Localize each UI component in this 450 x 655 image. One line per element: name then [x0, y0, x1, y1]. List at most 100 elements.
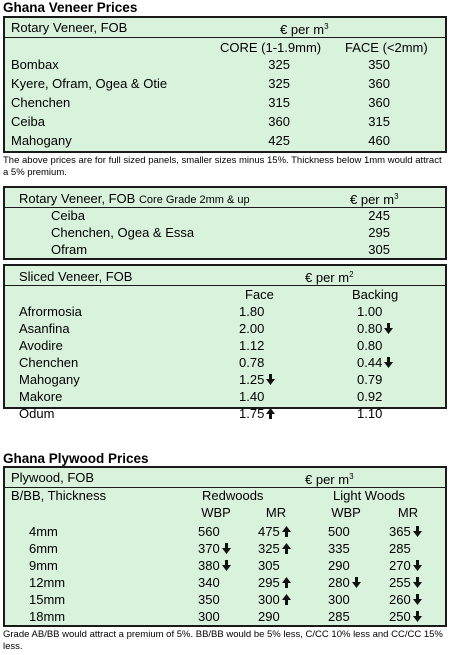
species-name: Chenchen: [11, 95, 71, 110]
species-name: Chenchen, Ogea & Essa: [51, 225, 195, 240]
face-price: 460: [368, 133, 390, 148]
face-price: 350: [368, 57, 390, 72]
face-price: 360: [368, 95, 390, 110]
price-value: 245: [368, 208, 390, 223]
lightwoods-mr-price: 365: [389, 524, 422, 540]
backing-column-header: Backing: [352, 287, 399, 302]
core-column-header: CORE (1-1.9mm): [220, 40, 322, 55]
thickness-label: 12mm: [29, 575, 66, 590]
redwoods-mr-price: 475: [258, 524, 291, 540]
plywood-footnote: Grade AB/BB would attract a premium of 5…: [3, 629, 443, 652]
unit-label: € per m3: [350, 192, 399, 207]
species-name: Kyere, Ofram, Ogea & Otie: [11, 76, 168, 91]
face-price: 360: [368, 76, 390, 91]
rotary-veneer-label: Rotary Veneer, FOB: [11, 20, 128, 35]
plywood-section-title: Ghana Plywood Prices: [3, 451, 149, 466]
lightwoods-wbp-price: 300: [328, 592, 350, 607]
lightwoods-mr-price: 255: [389, 575, 422, 591]
species-name: Ceiba: [51, 208, 85, 223]
face-column-header: FACE (<2mm): [345, 40, 428, 55]
lightwoods-wbp-price: 290: [328, 558, 350, 573]
table-header-divider: [5, 487, 445, 488]
lightwoods-header: Light Woods: [333, 488, 406, 503]
species-name: Odum: [19, 406, 55, 421]
face-price: 2.00: [239, 321, 265, 336]
mr-column-header: MR: [265, 505, 287, 520]
core-price: 325: [268, 57, 290, 72]
backing-price: 1.10: [357, 406, 383, 421]
arrow-down-icon: [412, 611, 422, 622]
arrow-up-icon: [281, 526, 291, 537]
species-name: Ceiba: [11, 114, 45, 129]
arrow-up-icon: [281, 594, 291, 605]
wbp-column-header: WBP: [201, 505, 231, 520]
face-price: 315: [368, 114, 390, 129]
core-grade-table: Rotary Veneer, FOB Core Grade 2mm & up €…: [3, 186, 447, 260]
redwoods-wbp-price: 370: [198, 541, 231, 557]
lightwoods-mr-price: 250: [389, 609, 422, 625]
core-price: 360: [268, 114, 290, 129]
price-value: 295: [368, 225, 390, 240]
face-column-header: Face: [245, 287, 274, 302]
thickness-label: 9mm: [29, 558, 58, 573]
lightwoods-wbp-price: 335: [328, 541, 350, 556]
price-value: 305: [368, 242, 390, 257]
arrow-down-icon: [412, 594, 422, 605]
core-grade-label: Rotary Veneer, FOB Core Grade 2mm & up: [19, 191, 250, 206]
arrow-down-icon: [221, 543, 231, 554]
redwoods-mr-price: 325: [258, 541, 291, 557]
lightwoods-wbp-price: 285: [328, 609, 350, 624]
lightwoods-wbp-price: 280: [328, 575, 361, 591]
thickness-header: B/BB, Thickness: [11, 488, 107, 503]
thickness-label: 18mm: [29, 609, 66, 624]
redwoods-wbp-price: 300: [198, 609, 220, 624]
backing-price: 0.79: [357, 372, 383, 387]
lightwoods-mr-price: 285: [389, 541, 411, 556]
core-price: 315: [268, 95, 290, 110]
unit-label: € per m3: [280, 22, 329, 37]
face-price: 1.80: [239, 304, 265, 319]
species-name: Mahogany: [19, 372, 80, 387]
arrow-up-icon: [266, 408, 276, 419]
arrow-down-icon: [351, 577, 361, 588]
mr-column-header: MR: [397, 505, 419, 520]
arrow-down-icon: [266, 374, 276, 385]
species-name: Ofram: [51, 242, 88, 257]
redwoods-wbp-price: 560: [198, 524, 220, 539]
redwoods-mr-price: 295: [258, 575, 291, 591]
arrow-down-icon: [412, 526, 422, 537]
face-price: 1.75: [239, 406, 276, 422]
arrow-down-icon: [221, 560, 231, 571]
lightwoods-wbp-price: 500: [328, 524, 350, 539]
redwoods-mr-price: 290: [258, 609, 280, 624]
species-name: Makore: [19, 389, 63, 404]
arrow-up-icon: [281, 543, 291, 554]
thickness-label: 4mm: [29, 524, 58, 539]
redwoods-header: Redwoods: [202, 488, 264, 503]
unit-label: € per m3: [305, 472, 354, 487]
species-name: Bombax: [11, 57, 59, 72]
face-price: 1.12: [239, 338, 265, 353]
lightwoods-mr-price: 270: [389, 558, 422, 574]
redwoods-wbp-price: 340: [198, 575, 220, 590]
face-price: 1.40: [239, 389, 265, 404]
backing-price: 0.80: [357, 321, 394, 337]
unit-label: € per m2: [305, 270, 354, 285]
thickness-label: 15mm: [29, 592, 66, 607]
core-price: 325: [268, 76, 290, 91]
species-name: Afrormosia: [19, 304, 82, 319]
redwoods-mr-price: 300: [258, 592, 291, 608]
face-price: 1.25: [239, 372, 276, 388]
species-name: Chenchen: [19, 355, 79, 370]
species-name: Mahogany: [11, 133, 72, 148]
redwoods-wbp-price: 350: [198, 592, 220, 607]
lightwoods-mr-price: 260: [389, 592, 422, 608]
backing-price: 1.00: [357, 304, 383, 319]
backing-price: 0.92: [357, 389, 383, 404]
table-header-divider: [5, 207, 445, 208]
wbp-column-header: WBP: [331, 505, 361, 520]
table-header-divider: [5, 285, 445, 286]
arrow-up-icon: [281, 577, 291, 588]
arrow-down-icon: [384, 323, 394, 334]
core-price: 425: [268, 133, 290, 148]
